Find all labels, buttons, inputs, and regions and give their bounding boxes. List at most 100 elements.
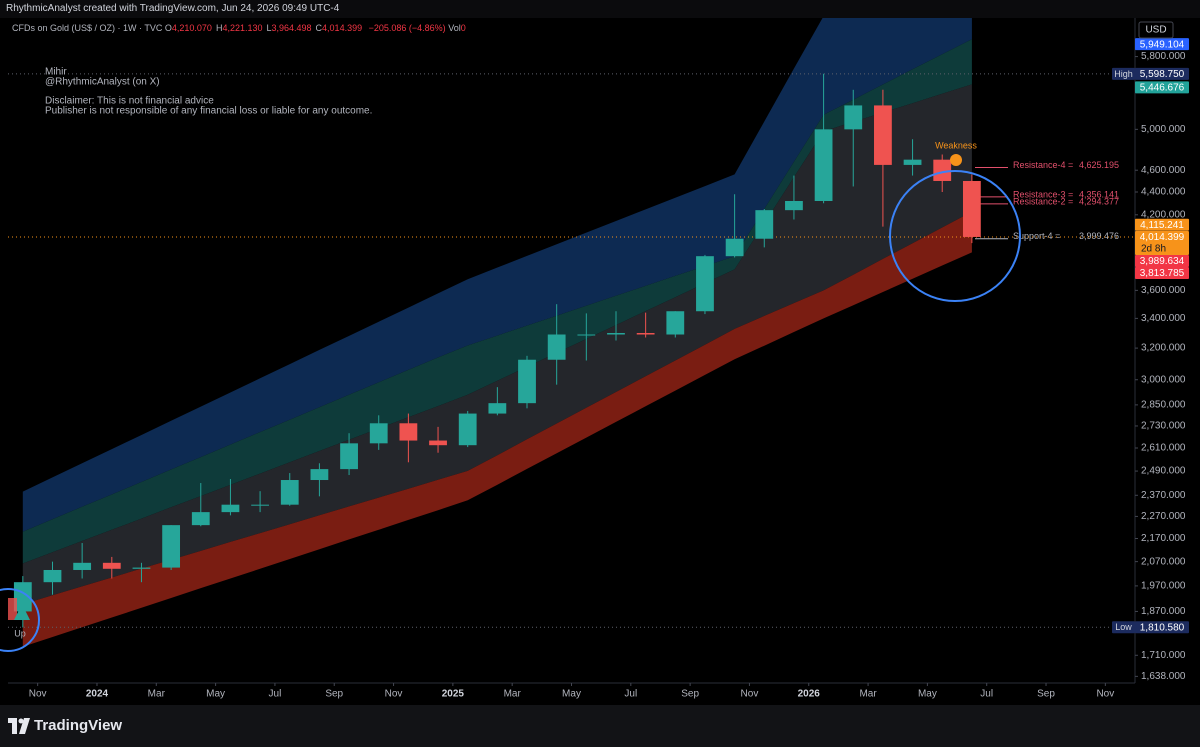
price-badge: [1135, 230, 1189, 255]
price-badge: [1135, 67, 1189, 80]
y-tick-label: 4,400.000: [1141, 187, 1186, 198]
price-badge-label: 4,014.399: [1140, 232, 1185, 243]
volume-label: Vol: [448, 23, 461, 33]
band-area: [22, 84, 972, 605]
level-name: Support-4 =: [1013, 231, 1060, 241]
y-tick-label: 1,870.000: [1141, 606, 1186, 617]
x-tick-label: Mar: [859, 689, 877, 700]
x-tick-label: Nov: [29, 689, 47, 700]
ohlc-value: 4,210.070: [171, 23, 212, 33]
y-tick-label: 3,200.000: [1141, 343, 1186, 354]
ohlc-value: 4,221.130: [222, 23, 263, 33]
signal-shape: [14, 604, 30, 620]
candle-body: [547, 334, 566, 360]
candle-body: [844, 105, 863, 130]
note: @RhythmicAnalyst (on X): [45, 77, 160, 88]
level-value: 4,356.141: [1079, 189, 1119, 199]
ohlc-value: 3,964.498: [271, 23, 312, 33]
level-name: Resistance-2 =: [1013, 196, 1073, 206]
ohlc-key: C: [315, 23, 323, 33]
x-tick-label: Nov: [1096, 689, 1114, 700]
x-tick-label: Sep: [681, 689, 699, 700]
y-tick-label: 5,000.000: [1141, 124, 1186, 135]
candle-body: [903, 159, 922, 165]
x-tick-label: May: [562, 689, 581, 700]
candle-body: [310, 469, 329, 481]
band-area: [22, 211, 972, 647]
candle-body: [725, 238, 744, 257]
price-badge-label: 3,989.634: [1140, 256, 1185, 267]
bands: [22, 18, 972, 647]
y-tick-label: 1,970.000: [1141, 581, 1186, 592]
x-tick-label: Jul: [269, 689, 282, 700]
price-badge: [1135, 218, 1189, 231]
candle-body: [785, 200, 803, 211]
price-badge-tag: [1112, 67, 1135, 80]
currency-box: [1138, 21, 1174, 39]
weakness-label: Weakness: [935, 140, 977, 150]
price-badge: [1135, 81, 1189, 94]
y-tick-label: 2,730.000: [1141, 421, 1186, 432]
y-tick-label: 3,400.000: [1141, 313, 1186, 324]
candle-body: [369, 423, 388, 444]
y-tick-label: 2,170.000: [1141, 533, 1186, 544]
y-tick-label: 2,850.000: [1141, 400, 1186, 411]
x-tick-label: Sep: [325, 689, 343, 700]
x-tick-label: 2025: [442, 689, 465, 700]
candle-body: [132, 567, 151, 569]
top-bar: RhythmicAnalyst created with TradingView…: [0, 0, 1200, 18]
band-area: [22, 18, 972, 532]
y-tick-label: 3,600.000: [1141, 285, 1186, 296]
price-axis-bg: [1135, 18, 1200, 705]
price-badge: [1135, 254, 1189, 267]
annotations: Mihir @RhythmicAnalyst (on X) Disclaimer…: [0, 67, 1021, 652]
weakness-dot: [950, 154, 962, 166]
candle-body: [607, 333, 625, 335]
ohlc: O4,210.070 H4,221.130 L3,964.498 C4,014.399: [165, 23, 366, 33]
ohlc-key: L: [266, 23, 272, 33]
candle-body: [221, 504, 240, 513]
highlight-circle: [889, 170, 1021, 302]
price-badge: [1135, 266, 1189, 279]
logo: [8, 718, 30, 734]
y-tick-label: 4,600.000: [1141, 165, 1186, 176]
y-tick-label: 2,070.000: [1141, 556, 1186, 567]
y-tick-label: 2,490.000: [1141, 466, 1186, 477]
price-badge-label: 1,810.580: [1140, 622, 1185, 633]
candle-body: [755, 210, 774, 239]
candle-body: [73, 562, 92, 570]
x-tick-label: Sep: [1037, 689, 1055, 700]
candle-body: [874, 105, 892, 165]
price-badge-label: 3,813.785: [1140, 268, 1185, 279]
y-tick-label: 4,200.000: [1141, 209, 1186, 220]
y-tick-label: 2,610.000: [1141, 443, 1186, 454]
x-tick-label: Mar: [504, 689, 522, 700]
candle-body: [696, 256, 714, 312]
candle-body: [340, 443, 358, 470]
ohlc-key: H: [215, 23, 223, 33]
candles: [13, 73, 981, 628]
y-tick-label: 2,270.000: [1141, 511, 1186, 522]
signal-shape: [8, 598, 17, 620]
level-value: 4,294.377: [1079, 196, 1119, 206]
price-badge-label: 4,115.241: [1140, 220, 1184, 231]
x-tick-label: Nov: [385, 689, 403, 700]
price-badge-label: 5,949.104: [1140, 39, 1185, 50]
x-tick-label: Jul: [624, 689, 637, 700]
ohlc-value: 4,014.399: [322, 23, 363, 33]
volume: 0: [460, 23, 466, 33]
x-tick-label: 2024: [86, 689, 109, 700]
x-tick-label: May: [918, 689, 937, 700]
x-tick-label: Jul: [980, 689, 993, 700]
y-tick-label: 1,638.000: [1141, 671, 1186, 682]
credit: RhythmicAnalyst created with TradingView…: [6, 3, 340, 14]
level-name: Resistance-3 =: [1013, 189, 1073, 199]
candle-body: [814, 129, 833, 201]
y-tick-label: 2,370.000: [1141, 490, 1186, 501]
y-tick-label: 5,800.000: [1141, 51, 1186, 62]
candle-body: [162, 525, 181, 568]
highlight-circle: [0, 588, 40, 652]
note: Mihir: [45, 67, 67, 78]
change: −205.086 (−4.86%): [368, 23, 446, 33]
